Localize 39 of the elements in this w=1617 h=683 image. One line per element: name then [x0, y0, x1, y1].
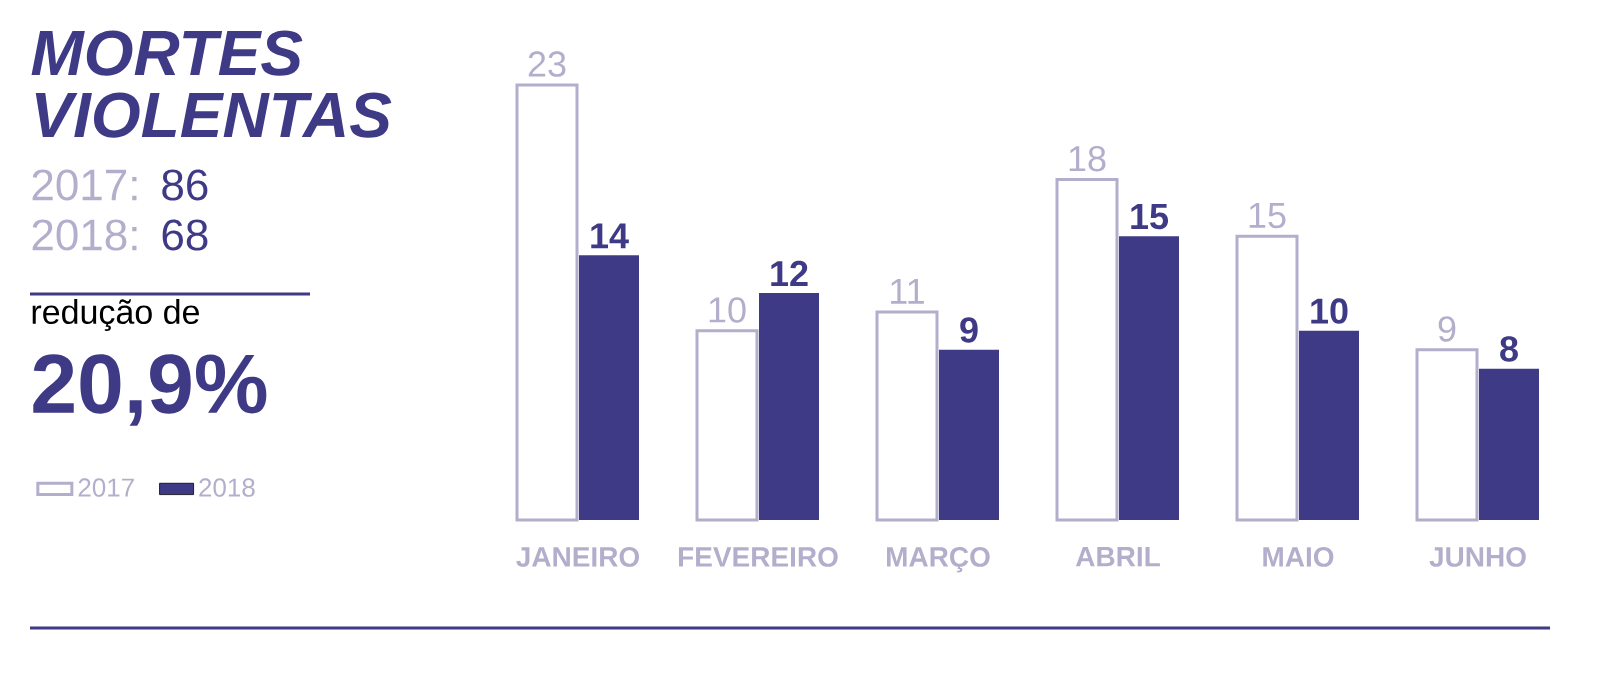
data-label: 23 — [528, 51, 566, 77]
text: 2018: — [32, 219, 137, 251]
data-label: 11 — [891, 279, 924, 304]
bar — [1479, 368, 1539, 520]
x-tick-label: FEVEREIRO — [678, 547, 838, 567]
bar — [695, 329, 759, 522]
data-label: 12 — [771, 260, 808, 286]
x-tick-label: JANEIRO — [516, 547, 640, 567]
data-label: 9 — [960, 317, 978, 343]
text: 2017: — [32, 169, 137, 201]
bar — [515, 83, 579, 522]
bar — [1119, 236, 1179, 520]
x-tick-label: ABRIL — [1075, 547, 1160, 567]
text: 68 — [162, 219, 208, 251]
data-label: 15 — [1131, 204, 1169, 230]
data-label: 15 — [1249, 203, 1286, 229]
legend-label: 2018 — [199, 478, 255, 497]
data-label: 18 — [1069, 145, 1106, 172]
data-label: 10 — [709, 297, 746, 323]
chart-title: MORTES VIOLENTAS — [31, 30, 392, 138]
data-label: 8 — [1500, 336, 1518, 362]
data-label: 14 — [591, 223, 629, 249]
bar — [1415, 348, 1479, 522]
bar — [759, 293, 819, 520]
legend-label: 2017 — [78, 478, 134, 497]
bar — [875, 310, 939, 522]
bar — [1055, 178, 1119, 522]
data-label: 9 — [1438, 316, 1456, 342]
x-tick-label: MAIO — [1263, 547, 1334, 567]
text: redução de — [32, 299, 199, 331]
x-tick-label: JUNHO — [1429, 547, 1526, 567]
x-tick-label: MARÇO — [886, 547, 990, 573]
text: 86 — [162, 169, 208, 201]
bar — [1299, 330, 1359, 520]
bar — [939, 349, 999, 520]
data-label: 10 — [1311, 298, 1348, 324]
text: 20,9% — [33, 354, 267, 426]
bar — [579, 255, 639, 520]
bar — [1235, 234, 1299, 522]
